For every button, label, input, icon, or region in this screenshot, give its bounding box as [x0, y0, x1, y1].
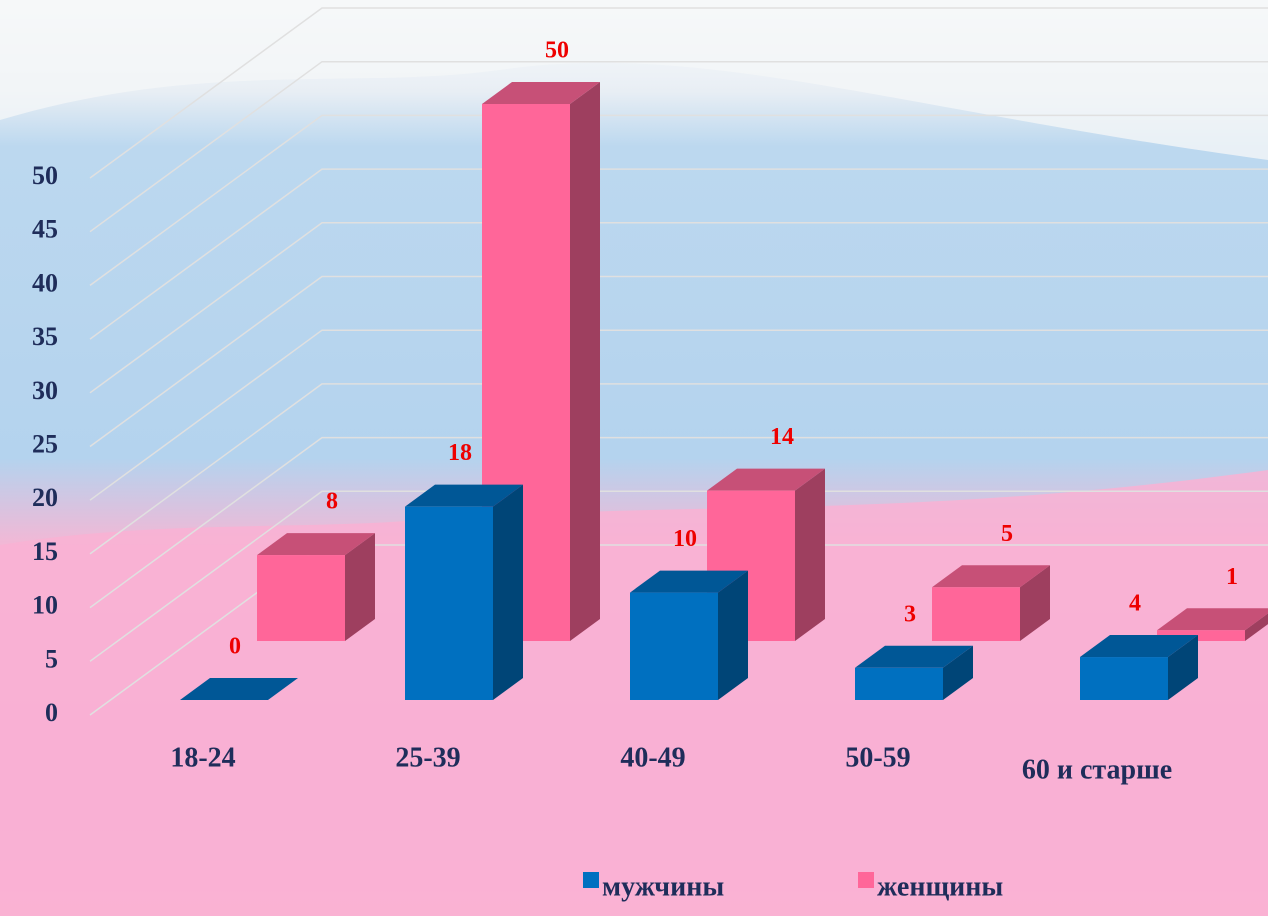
bar: [405, 507, 493, 700]
y-tick-label: 10: [32, 591, 58, 620]
bar: [855, 668, 943, 700]
data-label: 4: [1129, 591, 1141, 617]
data-label: 18: [448, 440, 472, 466]
bar: [257, 555, 345, 641]
bar-side: [795, 469, 825, 641]
bar: [1080, 657, 1168, 700]
y-tick-label: 40: [32, 268, 58, 297]
y-tick-label: 25: [32, 429, 58, 458]
data-label: 1: [1226, 564, 1238, 590]
x-tick-label: 25-39: [395, 742, 460, 773]
y-tick-label: 35: [32, 322, 58, 351]
data-label: 0: [229, 634, 241, 660]
data-label: 14: [770, 424, 794, 450]
y-tick-label: 0: [45, 698, 58, 727]
bar-side: [493, 485, 523, 700]
data-label: 3: [904, 601, 916, 627]
legend-label: женщины: [877, 871, 1003, 902]
x-tick-label: 60 и старше: [1022, 754, 1172, 785]
legend-swatch: [858, 872, 874, 888]
data-label: 5: [1001, 521, 1013, 547]
chart: 051015202530354045508501451018103418-242…: [0, 0, 1268, 916]
bar-side: [570, 82, 600, 641]
data-label: 50: [545, 38, 569, 64]
y-tick-label: 20: [32, 483, 58, 512]
y-tick-label: 15: [32, 537, 58, 566]
legend-label: мужчины: [602, 871, 724, 902]
bar: [932, 587, 1020, 641]
y-tick-label: 45: [32, 215, 58, 244]
bar-side: [718, 571, 748, 700]
x-tick-label: 18-24: [170, 742, 235, 773]
legend-swatch: [583, 872, 599, 888]
y-tick-label: 50: [32, 161, 58, 190]
data-label: 10: [673, 526, 697, 552]
bar: [630, 593, 718, 700]
x-tick-label: 40-49: [620, 742, 685, 773]
y-tick-label: 5: [45, 644, 58, 673]
y-tick-label: 30: [32, 376, 58, 405]
data-label: 8: [326, 489, 338, 515]
x-tick-label: 50-59: [845, 742, 910, 773]
